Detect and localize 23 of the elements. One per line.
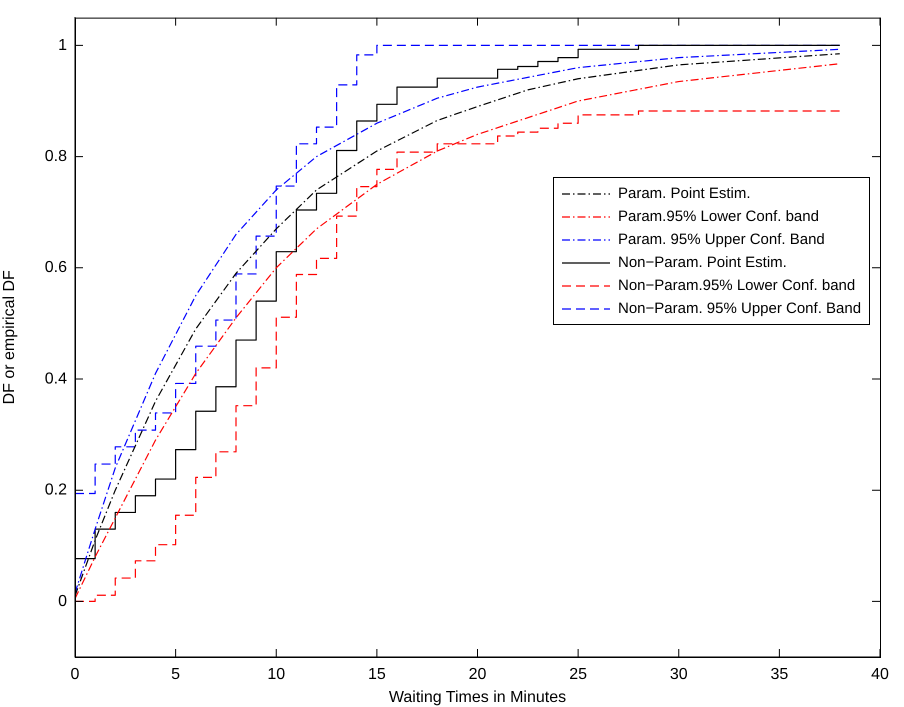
x-tick-label: 30: [670, 666, 688, 684]
x-tick-label: 20: [468, 666, 486, 684]
x-axis-title: Waiting Times in Minutes: [388, 688, 566, 706]
x-tick-label: 25: [569, 666, 588, 684]
y-tick-label: 0.2: [44, 482, 68, 499]
legend-label: Non−Param. 95% Upper Conf. Band: [618, 299, 862, 320]
y-tick-label: 0.8: [44, 148, 68, 166]
legend-label: Param.95% Lower Conf. band: [618, 207, 819, 228]
legend-label: Param. Point Estim.: [618, 184, 751, 204]
y-tick-label: 0: [58, 592, 68, 610]
y-axis-title: DF or empirical DF: [1, 270, 18, 404]
x-tick-label: 40: [871, 666, 889, 684]
x-tick-label: 15: [368, 666, 386, 684]
x-tick-label: 35: [770, 666, 788, 684]
x-tick-label: 10: [267, 666, 286, 684]
legend-label: Non−Param. Point Estim.: [618, 253, 787, 274]
x-tick-label: 5: [171, 666, 180, 684]
y-tick-label: 1: [58, 36, 68, 54]
legend-label: Param. 95% Upper Conf. Band: [618, 230, 825, 250]
y-tick-label: 0.4: [44, 370, 68, 388]
x-tick-label: 0: [70, 666, 80, 684]
y-tick-label: 0.6: [44, 259, 68, 276]
legend-label: Non−Param.95% Lower Conf. band: [618, 276, 856, 296]
